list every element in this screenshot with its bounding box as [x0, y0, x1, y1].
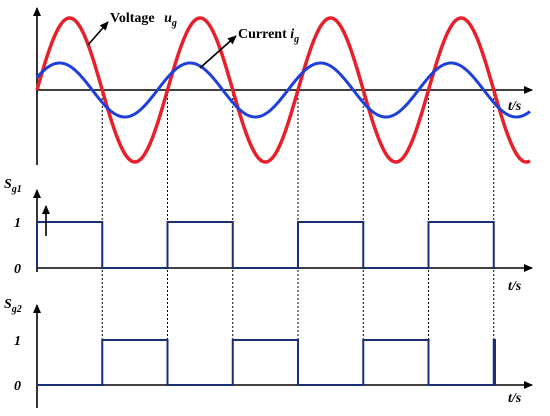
current-symbol: i: [290, 27, 294, 42]
switch-label: Sg2: [4, 297, 22, 315]
voltage-curve: [35, 16, 531, 164]
voltage-subscript: g: [171, 18, 177, 29]
switch-symbol: S: [4, 297, 12, 312]
current-label: Current ig: [238, 27, 299, 45]
high-level: 1: [14, 334, 21, 349]
voltage-pointer: [87, 21, 109, 46]
current-curve: [35, 61, 531, 119]
time-label: t/s: [508, 391, 522, 406]
voltage-symbol: u: [164, 11, 172, 26]
dotted-guides: [101, 90, 495, 385]
current-text: Current: [238, 27, 287, 42]
switch-subscript: g2: [11, 304, 22, 315]
voltage-text: Voltage: [110, 11, 155, 26]
current-pointer: [199, 35, 237, 69]
time-label: t/s: [508, 279, 522, 294]
voltage-label: Voltage ug: [110, 11, 177, 29]
switch-subscript: g1: [11, 184, 22, 195]
switch-signal: [36, 221, 495, 269]
switch-signal: [37, 339, 496, 386]
current-subscript: g: [293, 34, 299, 45]
high-level: 1: [14, 216, 21, 231]
low-level: 0: [14, 262, 21, 277]
time-label: t/s: [508, 99, 522, 114]
switch-label: Sg1: [4, 177, 22, 195]
switch-symbol: S: [4, 177, 12, 192]
low-level: 0: [14, 379, 21, 394]
